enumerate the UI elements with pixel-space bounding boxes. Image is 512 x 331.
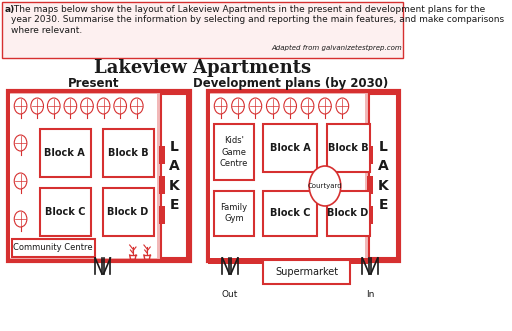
FancyBboxPatch shape	[210, 94, 365, 258]
Text: Development plans (by 2030): Development plans (by 2030)	[194, 76, 389, 89]
Circle shape	[231, 98, 244, 114]
Text: Block B: Block B	[328, 143, 368, 153]
Circle shape	[114, 98, 126, 114]
Text: The maps below show the layout of Lakeview Apartments in the present and develop: The maps below show the layout of Lakevi…	[11, 5, 504, 35]
Text: Courtyard: Courtyard	[308, 183, 343, 189]
Text: Supermarket: Supermarket	[275, 267, 338, 277]
Circle shape	[14, 173, 27, 189]
FancyBboxPatch shape	[159, 176, 165, 194]
Text: Community Centre: Community Centre	[13, 244, 93, 253]
Text: Block A: Block A	[45, 148, 85, 158]
Circle shape	[64, 98, 77, 114]
Circle shape	[284, 98, 296, 114]
Text: Kids'
Game
Centre: Kids' Game Centre	[220, 136, 248, 167]
FancyBboxPatch shape	[8, 91, 190, 261]
FancyBboxPatch shape	[215, 124, 254, 180]
Circle shape	[14, 98, 27, 114]
Circle shape	[336, 98, 349, 114]
FancyBboxPatch shape	[159, 146, 165, 164]
Text: Block C: Block C	[45, 207, 85, 217]
Circle shape	[14, 135, 27, 151]
FancyBboxPatch shape	[39, 188, 91, 236]
FancyBboxPatch shape	[263, 124, 317, 172]
Text: a): a)	[5, 5, 15, 14]
Text: L
A
K
E: L A K E	[169, 140, 180, 212]
Circle shape	[215, 98, 227, 114]
Circle shape	[97, 98, 110, 114]
Circle shape	[309, 166, 341, 206]
FancyBboxPatch shape	[369, 94, 397, 258]
Circle shape	[249, 98, 262, 114]
FancyBboxPatch shape	[159, 206, 165, 224]
FancyBboxPatch shape	[103, 129, 154, 177]
FancyBboxPatch shape	[12, 239, 95, 257]
FancyBboxPatch shape	[39, 129, 91, 177]
FancyBboxPatch shape	[2, 2, 403, 58]
FancyBboxPatch shape	[10, 94, 157, 258]
Circle shape	[131, 98, 143, 114]
Circle shape	[31, 98, 44, 114]
Circle shape	[301, 98, 314, 114]
FancyBboxPatch shape	[367, 176, 373, 194]
FancyBboxPatch shape	[367, 146, 373, 164]
FancyBboxPatch shape	[208, 258, 368, 264]
Circle shape	[81, 98, 93, 114]
FancyBboxPatch shape	[367, 206, 373, 224]
Text: Adapted from galvanizetestprep.com: Adapted from galvanizetestprep.com	[271, 45, 401, 51]
Circle shape	[318, 98, 331, 114]
Text: Block A: Block A	[270, 143, 311, 153]
Text: Block B: Block B	[108, 148, 148, 158]
FancyBboxPatch shape	[263, 191, 317, 236]
Text: Present: Present	[68, 76, 119, 89]
Circle shape	[14, 211, 27, 227]
Text: Block D: Block D	[108, 207, 148, 217]
Text: Lakeview Apartments: Lakeview Apartments	[94, 59, 311, 77]
FancyBboxPatch shape	[161, 94, 187, 258]
Text: In: In	[366, 290, 374, 299]
FancyBboxPatch shape	[208, 91, 399, 261]
Text: Block D: Block D	[327, 208, 369, 218]
Text: L
A
K
E: L A K E	[378, 140, 389, 212]
FancyBboxPatch shape	[263, 260, 350, 284]
Text: Family
Gym: Family Gym	[221, 203, 248, 223]
Text: Block C: Block C	[270, 208, 310, 218]
Circle shape	[266, 98, 279, 114]
Text: Out: Out	[222, 290, 238, 299]
FancyBboxPatch shape	[327, 124, 370, 172]
Circle shape	[48, 98, 60, 114]
FancyBboxPatch shape	[103, 188, 154, 236]
FancyBboxPatch shape	[215, 191, 254, 236]
FancyBboxPatch shape	[327, 191, 370, 236]
